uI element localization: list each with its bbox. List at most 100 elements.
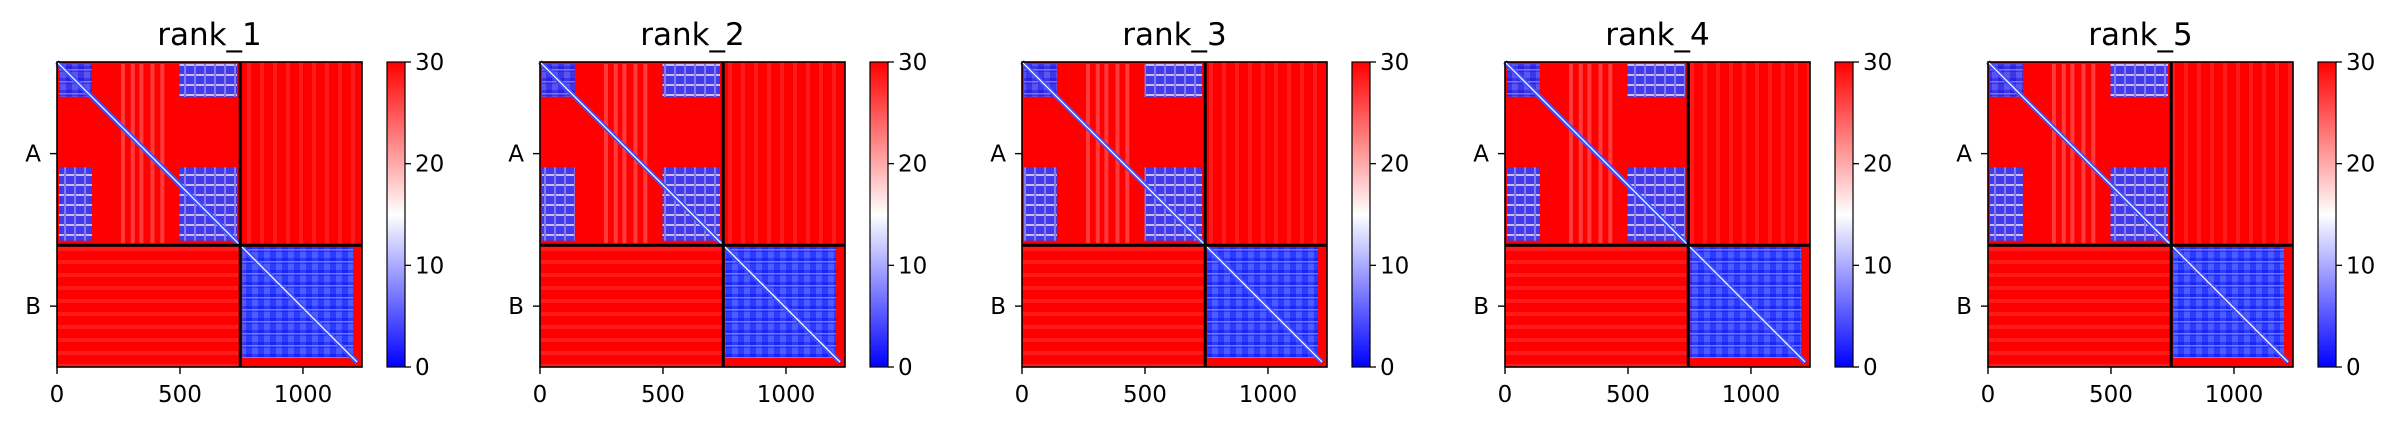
chain-a-cluster (179, 167, 238, 241)
chain-label: A (508, 142, 524, 168)
x-tick-label: 0 (50, 382, 65, 408)
plot-frame (539, 61, 846, 368)
x-tick-label: 500 (1123, 382, 1167, 408)
chain-a-streak (1095, 64, 1100, 244)
chain-a-cluster (1627, 64, 1686, 97)
colorbar-tick-label: 10 (1863, 253, 1892, 279)
colorbar-tick-label: 0 (415, 355, 430, 381)
colorbar-tick-label: 0 (898, 355, 913, 381)
chain-a-streak (1598, 64, 1603, 244)
x-tick-label: 500 (2089, 382, 2133, 408)
chain-a-cluster (2110, 167, 2169, 241)
colorbar-tick-label: 20 (1380, 152, 1409, 178)
colorbar-frame (869, 61, 889, 368)
pae-panel: rank_4 0 500 1000 A B 0 10 20 30 (1473, 17, 1892, 408)
chain-label: B (1956, 294, 1972, 320)
plot-frame (1021, 61, 1328, 368)
colorbar-tick-label: 10 (2346, 253, 2375, 279)
plot-frame (1987, 61, 2294, 368)
x-tick-label: 0 (1015, 382, 1030, 408)
chain-a-streak (160, 64, 165, 244)
pae-panel: rank_1 0 500 1000 A B 0 10 20 30 (25, 17, 444, 408)
colorbar-tick-label: 10 (898, 253, 927, 279)
chain-a-cluster (59, 167, 92, 241)
x-tick-label: 0 (533, 382, 548, 408)
chain-a-cluster (662, 167, 721, 241)
chain-a-streak (1085, 64, 1090, 244)
chain-label: A (990, 142, 1006, 168)
chain-a-cluster (1144, 64, 1203, 97)
colorbar (2318, 62, 2336, 367)
chain-a-cluster (542, 167, 575, 241)
chain-a-streak (633, 64, 638, 244)
chain-a-cluster (179, 64, 238, 97)
diagonal-line (1021, 61, 1323, 363)
colorbar-frame (2317, 61, 2337, 368)
interchain-block-ba (1988, 245, 2172, 367)
chain-a-cluster (1144, 167, 1203, 241)
chain-label: B (990, 294, 1006, 320)
chain-a-streak (1115, 64, 1120, 244)
interchain-block-ba (57, 245, 241, 367)
chain-a-streak (2061, 64, 2066, 244)
colorbar-tick-label: 0 (1863, 355, 1878, 381)
chain-label: A (25, 142, 41, 168)
x-tick-label: 500 (158, 382, 202, 408)
colorbar-tick-label: 30 (898, 50, 927, 76)
chain-a-streak (139, 64, 144, 244)
colorbar-tick-label: 0 (1380, 355, 1395, 381)
chain-label: B (25, 294, 41, 320)
chain-label: A (1956, 142, 1972, 168)
diagonal-line (1504, 61, 1806, 363)
x-tick-label: 0 (1498, 382, 1513, 408)
chain-a-streak (1125, 64, 1130, 244)
interchain-block-ba (1505, 245, 1689, 367)
chain-a-streak (2070, 64, 2075, 244)
x-tick-label: 500 (1606, 382, 1650, 408)
chain-a-cluster (1024, 167, 1057, 241)
chain-a-streak (643, 64, 648, 244)
colorbar-frame (1834, 61, 1854, 368)
colorbar (387, 62, 405, 367)
colorbar-tick-label: 20 (1863, 152, 1892, 178)
chain-a-streak (120, 64, 125, 244)
colorbar-tick-label: 30 (415, 50, 444, 76)
interchain-block-ba (540, 245, 724, 367)
x-tick-label: 0 (1981, 382, 1996, 408)
colorbar-tick-label: 30 (1380, 50, 1409, 76)
chain-a-cluster (1507, 167, 1540, 241)
x-tick-label: 1000 (2205, 382, 2264, 408)
colorbar-frame (1351, 61, 1371, 368)
chain-a-streak (622, 64, 627, 244)
chain-a-streak (2081, 64, 2086, 244)
chain-a-streak (603, 64, 608, 244)
colorbar-tick-label: 0 (2346, 355, 2361, 381)
chain-a-streak (1568, 64, 1573, 244)
chain-a-streak (1587, 64, 1592, 244)
chain-a-streak (613, 64, 618, 244)
pae-panel: rank_5 0 500 1000 A B 0 10 20 30 (1956, 17, 2375, 408)
x-tick-label: 500 (641, 382, 685, 408)
chain-a-streak (1608, 64, 1613, 244)
chain-label: A (1473, 142, 1489, 168)
plot-frame (1504, 61, 1811, 368)
panel-title: rank_3 (1122, 17, 1227, 53)
colorbar (1835, 62, 1853, 367)
colorbar-tick-label: 30 (1863, 50, 1892, 76)
diagonal-line (56, 61, 358, 363)
x-tick-label: 1000 (1722, 382, 1781, 408)
colorbar-tick-label: 30 (2346, 50, 2375, 76)
x-tick-label: 1000 (274, 382, 333, 408)
x-tick-label: 1000 (1239, 382, 1298, 408)
chain-label: B (1473, 294, 1489, 320)
colorbar-tick-label: 10 (1380, 253, 1409, 279)
pae-panel: rank_2 0 500 1000 A B 0 10 20 30 (508, 17, 927, 408)
colorbar-frame (386, 61, 406, 368)
pae-panel: rank_3 0 500 1000 A B 0 10 20 30 (990, 17, 1409, 408)
chain-a-cluster (1990, 167, 2023, 241)
panel-title: rank_1 (157, 17, 262, 53)
chain-label: B (508, 294, 524, 320)
chain-a-streak (130, 64, 135, 244)
chain-a-streak (150, 64, 155, 244)
